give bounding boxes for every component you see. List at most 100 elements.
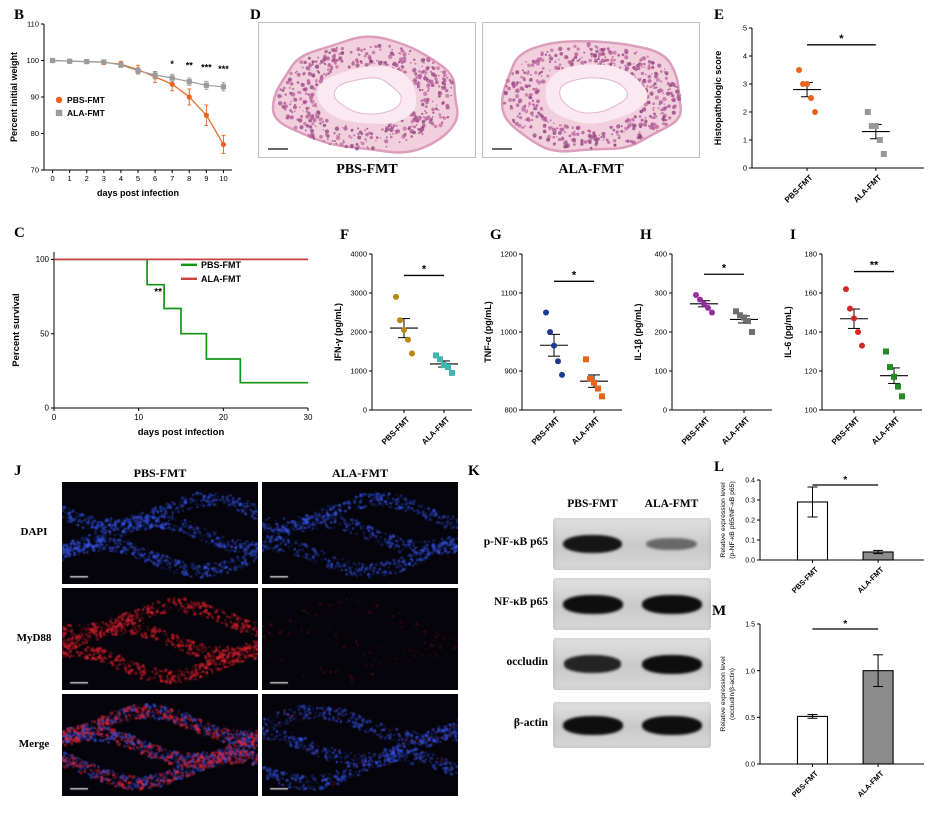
svg-text:0: 0 [743, 164, 747, 173]
blot-label-occludin: occludin [506, 656, 548, 668]
svg-text:0.5: 0.5 [745, 715, 755, 722]
svg-text:ALA-FMT: ALA-FMT [570, 415, 602, 447]
occludin-expression-bar-chart: 0.0 0.5 1.0 1.5 Relative expression level (oc… [720, 619, 924, 799]
svg-text:0: 0 [663, 406, 667, 415]
svg-text:4: 4 [743, 52, 747, 61]
fluor-row-label-myd88: MyD88 [16, 632, 52, 644]
fluorescence-dapi-pbs [62, 482, 258, 584]
svg-text:ALA-FMT: ALA-FMT [201, 274, 241, 284]
blot-label-bactin: β-actin [513, 717, 548, 729]
survival-chart: 0 50 100 0 10 20 30 days post infection Percent … [11, 252, 313, 438]
svg-text:180: 180 [804, 250, 817, 259]
svg-text:0: 0 [52, 413, 57, 422]
svg-text:1: 1 [743, 136, 747, 145]
histology-image-pbs [258, 22, 476, 158]
svg-text:PBS-FMT: PBS-FMT [790, 565, 820, 595]
svg-text:***: *** [218, 64, 229, 74]
svg-text:80: 80 [31, 129, 39, 138]
panel-label-j: J [14, 463, 22, 479]
svg-text:**: ** [154, 287, 162, 298]
svg-text:0.3: 0.3 [745, 498, 755, 505]
svg-text:IL-6 (pg/mL): IL-6 (pg/mL) [783, 306, 793, 358]
svg-text:1: 1 [68, 174, 72, 183]
fluorescence-dapi-ala [262, 482, 458, 584]
svg-text:***: *** [201, 63, 212, 73]
svg-text:**: ** [186, 61, 194, 71]
svg-text:100: 100 [804, 406, 817, 415]
svg-text:50: 50 [40, 329, 49, 338]
svg-text:4000: 4000 [350, 250, 367, 259]
blot-label-nfkb: NF-κB p65 [494, 596, 548, 608]
fluor-row-label-dapi: DAPI [20, 526, 48, 538]
svg-text:**: ** [870, 260, 879, 272]
svg-text:140: 140 [804, 328, 817, 337]
svg-text:0.0: 0.0 [745, 762, 755, 769]
svg-text:1.0: 1.0 [745, 668, 755, 675]
blot-image-occludin [553, 638, 711, 690]
svg-text:8: 8 [187, 174, 191, 183]
svg-text:ALA-FMT: ALA-FMT [856, 565, 886, 595]
svg-text:5: 5 [743, 24, 747, 33]
panel-label-i: I [790, 227, 796, 243]
svg-text:ALA-FMT: ALA-FMT [852, 173, 884, 205]
svg-text:1000: 1000 [500, 328, 517, 337]
svg-text:PBS-FMT: PBS-FMT [380, 415, 412, 447]
svg-text:9: 9 [204, 174, 208, 183]
svg-text:3: 3 [102, 174, 106, 183]
svg-text:300: 300 [654, 289, 667, 298]
svg-text:200: 200 [654, 328, 667, 337]
svg-text:120: 120 [804, 367, 817, 376]
fluorescence-merge-ala [262, 694, 458, 796]
svg-text:90: 90 [31, 93, 39, 102]
panel-label-l: L [714, 459, 725, 475]
svg-text:20: 20 [219, 413, 228, 422]
p-nfkb-expression-bar-chart: 0.0 0.1 0.2 0.3 0.4 Relative expression level… [720, 475, 924, 595]
fluor-col-header-ala: ALA-FMT [332, 466, 388, 480]
il-6-chart: 100 120 140 160 180 IL-6 (pg/mL) PBS-FMT ALA-FM… [783, 250, 922, 447]
histology-image-ala [482, 22, 700, 158]
svg-text:days post infection: days post infection [138, 427, 225, 438]
svg-text:days post infection: days post infection [97, 188, 179, 198]
svg-text:0.0: 0.0 [745, 558, 755, 565]
svg-text:ALA-FMT: ALA-FMT [856, 769, 886, 799]
panel-label-d: D [250, 7, 261, 23]
svg-text:0.1: 0.1 [745, 538, 755, 545]
fluorescence-myd88-ala [262, 588, 458, 690]
fluor-col-header-pbs: PBS-FMT [133, 466, 187, 480]
svg-text:Histopathologic score: Histopathologic score [713, 51, 723, 146]
svg-text:IL-1β (pg/mL): IL-1β (pg/mL) [633, 304, 643, 361]
blot-image-nfkb [553, 578, 711, 630]
il-1b-chart: 0 100 200 300 400 IL-1β (pg/mL) PBS-FMT ALA-FMT… [633, 250, 772, 447]
panel-label-b: B [14, 7, 25, 23]
blot-col-header-ala: ALA-FMT [644, 498, 699, 510]
svg-text:0.4: 0.4 [745, 478, 755, 485]
svg-text:900: 900 [504, 367, 517, 376]
svg-text:0: 0 [363, 406, 367, 415]
svg-text:*: * [722, 262, 727, 274]
blot-image-bactin [553, 702, 711, 748]
svg-text:ALA-FMT: ALA-FMT [870, 415, 902, 447]
svg-text:0: 0 [50, 174, 54, 183]
svg-text:2: 2 [743, 108, 747, 117]
svg-text:10: 10 [134, 413, 143, 422]
svg-text:PBS-FMT: PBS-FMT [783, 173, 815, 205]
svg-text:100: 100 [36, 255, 50, 264]
histology-label-pbs: PBS-FMT [336, 162, 398, 177]
svg-text:100: 100 [26, 56, 39, 65]
svg-text:Relative expression level: Relative expression level [720, 482, 727, 558]
svg-text:*: * [170, 59, 174, 69]
svg-text:100: 100 [654, 367, 667, 376]
svg-text:Percent survival: Percent survival [11, 293, 22, 366]
panel-label-e: E [714, 7, 725, 23]
panel-label-c: C [14, 225, 25, 241]
svg-text:110: 110 [27, 20, 39, 29]
panel-label-g: G [490, 227, 502, 243]
svg-text:*: * [422, 263, 427, 275]
svg-text:1100: 1100 [501, 289, 517, 298]
fluor-row-label-merge: Merge [18, 738, 50, 750]
panel-label-f: F [340, 227, 350, 243]
svg-text:6: 6 [153, 174, 157, 183]
svg-text:5: 5 [136, 174, 140, 183]
svg-text:PBS-FMT: PBS-FMT [680, 415, 712, 447]
svg-text:3: 3 [743, 80, 747, 89]
